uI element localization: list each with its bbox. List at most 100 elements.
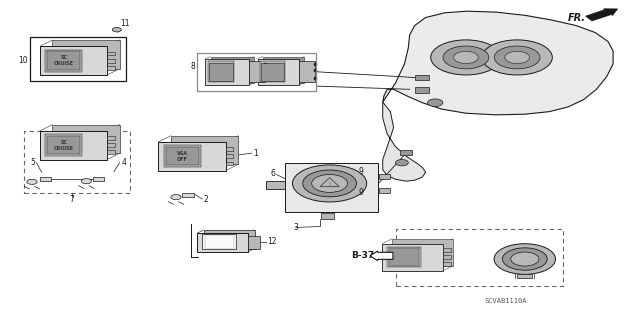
Bar xyxy=(204,230,255,249)
Circle shape xyxy=(502,248,547,270)
Text: 10: 10 xyxy=(18,56,28,65)
Bar xyxy=(389,249,419,266)
Bar xyxy=(107,51,115,56)
Bar xyxy=(400,150,412,155)
Bar xyxy=(107,136,115,140)
Bar xyxy=(45,50,83,71)
Bar xyxy=(40,131,107,160)
Circle shape xyxy=(494,46,540,69)
Circle shape xyxy=(303,170,356,197)
Bar xyxy=(164,145,201,167)
Text: SCVAB1110A: SCVAB1110A xyxy=(484,299,527,304)
Text: 9: 9 xyxy=(358,188,364,197)
Bar xyxy=(443,262,451,266)
Bar xyxy=(249,61,265,82)
Text: !: ! xyxy=(328,182,331,187)
Bar xyxy=(52,125,120,153)
Bar xyxy=(205,235,233,248)
Polygon shape xyxy=(383,11,613,115)
Bar xyxy=(443,255,451,259)
Circle shape xyxy=(396,160,408,166)
Text: 5: 5 xyxy=(30,158,35,167)
Circle shape xyxy=(482,40,552,75)
Circle shape xyxy=(113,27,122,32)
Bar xyxy=(443,249,451,252)
Bar xyxy=(300,61,315,82)
Bar xyxy=(107,143,115,147)
Circle shape xyxy=(428,99,443,107)
Bar xyxy=(257,59,300,85)
Bar xyxy=(107,151,115,154)
Text: 2: 2 xyxy=(204,195,208,204)
Circle shape xyxy=(27,179,37,184)
Bar xyxy=(47,51,81,70)
Circle shape xyxy=(454,51,478,63)
Polygon shape xyxy=(383,102,426,181)
Bar xyxy=(166,147,199,166)
Bar xyxy=(383,244,444,271)
Circle shape xyxy=(81,179,92,184)
Bar xyxy=(379,174,390,179)
Bar xyxy=(24,131,130,193)
Text: 11: 11 xyxy=(120,19,129,28)
Circle shape xyxy=(312,174,348,192)
Bar xyxy=(107,59,115,63)
Bar xyxy=(205,59,249,85)
Bar xyxy=(31,37,127,81)
Text: 4: 4 xyxy=(122,158,127,167)
Bar xyxy=(379,188,390,193)
Bar xyxy=(40,46,107,75)
Circle shape xyxy=(494,244,556,274)
Bar xyxy=(171,136,238,165)
Bar xyxy=(261,63,284,81)
FancyArrow shape xyxy=(586,9,618,21)
Text: B-37: B-37 xyxy=(351,251,374,260)
Bar xyxy=(182,192,194,197)
Circle shape xyxy=(171,195,181,200)
Text: 9: 9 xyxy=(358,167,364,176)
Bar xyxy=(260,61,285,82)
Text: 3: 3 xyxy=(293,223,298,232)
Circle shape xyxy=(292,165,367,202)
Text: FR.: FR. xyxy=(568,12,586,23)
Bar xyxy=(211,57,254,83)
Bar xyxy=(396,229,563,286)
Bar xyxy=(387,247,420,267)
Bar xyxy=(47,136,81,154)
FancyArrow shape xyxy=(370,251,393,261)
Bar xyxy=(517,274,532,278)
Bar xyxy=(226,147,234,151)
Bar xyxy=(93,177,104,181)
Bar xyxy=(248,236,260,249)
Bar xyxy=(197,233,248,252)
Bar xyxy=(415,87,429,93)
Text: SC
CRUISE: SC CRUISE xyxy=(54,140,74,151)
Circle shape xyxy=(443,46,489,69)
Bar xyxy=(262,57,305,83)
Circle shape xyxy=(505,51,529,63)
Bar xyxy=(202,234,236,249)
Bar xyxy=(107,66,115,70)
Bar xyxy=(52,40,120,69)
Bar xyxy=(45,134,83,156)
Bar xyxy=(209,63,233,81)
Text: 8: 8 xyxy=(191,63,195,71)
Bar xyxy=(197,53,316,91)
Circle shape xyxy=(431,40,501,75)
Bar xyxy=(392,239,453,266)
Bar xyxy=(285,163,378,212)
Text: 6: 6 xyxy=(270,169,275,178)
Bar xyxy=(321,213,334,219)
Bar xyxy=(208,61,234,82)
Bar xyxy=(266,181,285,189)
Bar xyxy=(226,161,234,165)
Text: SC
CRUISE: SC CRUISE xyxy=(54,55,74,66)
Circle shape xyxy=(511,252,539,266)
Text: 7: 7 xyxy=(69,195,74,204)
Text: 1: 1 xyxy=(253,149,257,158)
Bar xyxy=(159,142,226,171)
Text: 12: 12 xyxy=(268,237,277,246)
Bar xyxy=(415,75,429,80)
Bar xyxy=(40,177,51,181)
Bar xyxy=(226,154,234,158)
